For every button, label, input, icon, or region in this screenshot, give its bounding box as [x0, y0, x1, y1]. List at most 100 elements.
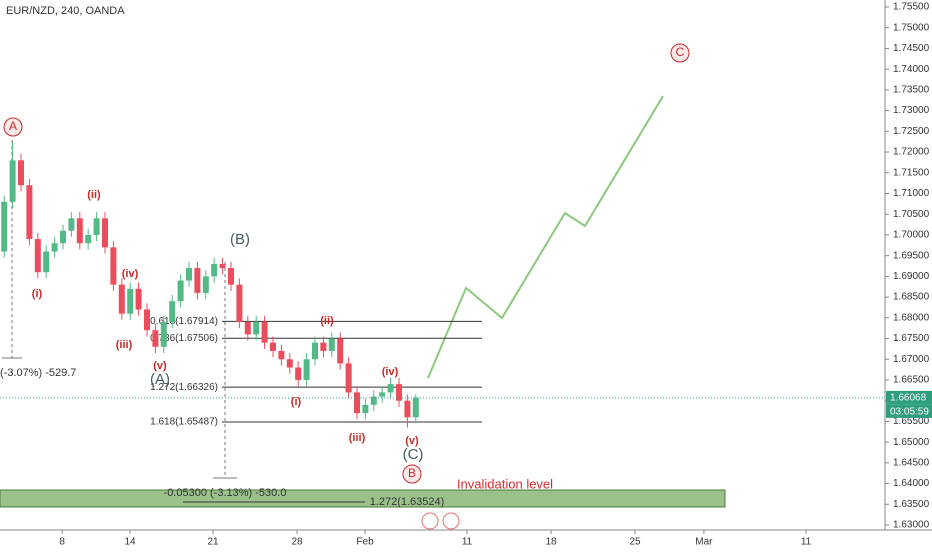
- x-tick-label: 8: [59, 537, 65, 548]
- y-tick-label: 1.65500: [893, 416, 930, 427]
- y-tick-label: 1.64500: [893, 457, 930, 468]
- candle-body: [236, 284, 243, 322]
- price-tag-label: 1.66068: [890, 393, 927, 404]
- candle-body: [295, 367, 302, 380]
- candle-body: [311, 342, 318, 360]
- y-tick-label: 1.63500: [893, 499, 930, 510]
- wave-circle: [402, 464, 422, 484]
- candle-body: [194, 268, 201, 293]
- invalidation-zone: [0, 489, 726, 508]
- y-tick-label: 1.68500: [893, 292, 930, 303]
- countdown-tag: [886, 404, 932, 418]
- candle-body: [93, 218, 100, 235]
- candle-body: [177, 280, 184, 302]
- y-tick-label: 1.64000: [893, 478, 930, 489]
- candle-body: [219, 263, 226, 269]
- candle-body: [85, 234, 92, 244]
- candle-body: [211, 263, 218, 277]
- fib-label: 0.618(1.67914): [150, 316, 218, 327]
- y-tick-label: 1.74000: [893, 64, 930, 75]
- candle-body: [101, 218, 108, 248]
- x-tick-label: 25: [629, 537, 641, 548]
- candle-body: [76, 218, 83, 244]
- candle-body: [320, 342, 327, 351]
- annotation: (C): [403, 446, 424, 463]
- annotation: B: [408, 466, 416, 480]
- candle-body: [118, 284, 125, 314]
- candle-body: [353, 392, 360, 414]
- wave-circle: [670, 43, 690, 63]
- candle-body: [169, 301, 176, 322]
- candle-body: [345, 363, 352, 393]
- annotation: A: [9, 119, 17, 133]
- candle-body: [253, 321, 260, 335]
- x-tick-label: 21: [207, 537, 219, 548]
- price-tag: [886, 390, 932, 405]
- countdown: 03:05:59: [890, 407, 929, 418]
- annotation: (A): [150, 371, 170, 388]
- candle-body: [404, 400, 411, 418]
- candle-body: [51, 243, 58, 252]
- annotation: (v): [153, 360, 167, 372]
- candle-body: [143, 309, 150, 331]
- candle-body: [379, 392, 386, 397]
- y-tick-label: 1.71000: [893, 188, 930, 199]
- event-icon[interactable]: [421, 512, 439, 530]
- candle-body: [286, 359, 293, 368]
- wave-circle: [3, 117, 23, 137]
- candle-body: [135, 288, 142, 310]
- x-tick-label: Mar: [695, 537, 713, 548]
- candle-body: [26, 185, 33, 240]
- candle-body: [185, 268, 192, 281]
- y-tick-label: 1.67500: [893, 333, 930, 344]
- y-tick-label: 1.70500: [893, 209, 930, 220]
- y-tick-label: 1.63000: [893, 520, 930, 531]
- candle-body: [261, 321, 268, 343]
- y-tick-label: 1.72500: [893, 126, 930, 137]
- y-tick-label: 1.75000: [893, 22, 930, 33]
- candle-body: [278, 350, 285, 360]
- y-tick-label: 1.72000: [893, 147, 930, 158]
- symbol-header: EUR/NZD, 240, OANDA: [6, 5, 125, 17]
- annotation: (iv): [122, 268, 139, 280]
- x-tick-label: 11: [801, 537, 812, 548]
- annotation: -0.05300 (-3.13%) -530.0: [164, 487, 287, 499]
- candle-body: [303, 359, 310, 380]
- annotation: (v): [405, 435, 419, 447]
- candle-body: [370, 396, 377, 405]
- y-tick-label: 1.74500: [893, 43, 930, 54]
- annotation: C: [676, 45, 685, 59]
- y-tick-label: 1.69500: [893, 250, 930, 261]
- candle-body: [34, 239, 41, 273]
- y-tick-label: 1.70000: [893, 230, 930, 241]
- candle-body: [160, 321, 167, 347]
- event-icon[interactable]: [442, 512, 460, 530]
- candle-body: [244, 321, 251, 335]
- x-tick-label: 14: [124, 537, 136, 548]
- candle-body: [412, 397, 419, 418]
- annotation: (iii): [116, 339, 133, 351]
- candle-body: [68, 218, 75, 231]
- annotation: (-3.07%) -529.7: [0, 367, 76, 379]
- y-tick-label: 1.73000: [893, 105, 930, 116]
- candle-body: [127, 288, 134, 314]
- y-tick-label: 1.73500: [893, 85, 930, 96]
- candle-body: [362, 404, 369, 414]
- y-tick-label: 1.69000: [893, 271, 930, 282]
- fib-label: 0.786(1.67506): [150, 333, 218, 344]
- annotation: Invalidation level: [457, 476, 553, 491]
- candle-body: [1, 201, 8, 252]
- candle-body: [337, 338, 344, 364]
- y-tick-label: 1.65000: [893, 437, 930, 448]
- candle-body: [9, 160, 16, 202]
- annotation: (ii): [87, 189, 101, 201]
- x-tick-label: 28: [291, 537, 303, 548]
- annotation: (iv): [382, 366, 399, 378]
- candle-body: [17, 160, 24, 186]
- y-tick-label: 1.67000: [893, 354, 930, 365]
- y-tick-label: 1.66500: [893, 375, 930, 386]
- candle-body: [269, 342, 276, 351]
- candle-body: [202, 276, 209, 293]
